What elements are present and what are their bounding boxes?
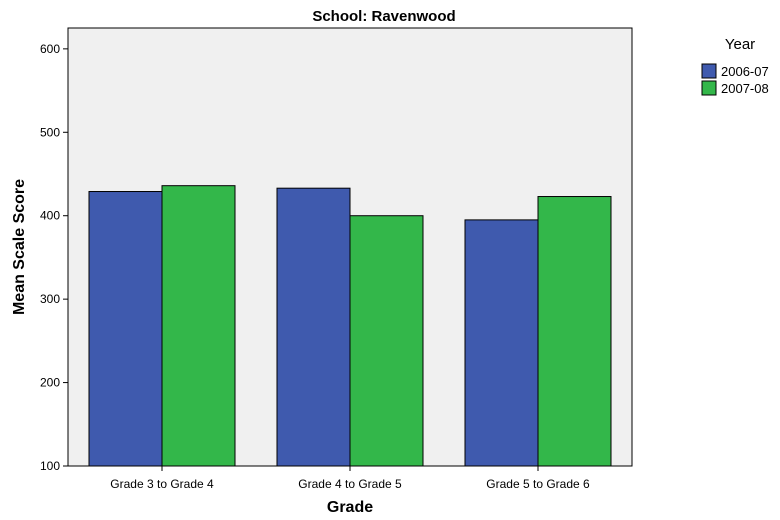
x-axis-title: Grade bbox=[327, 499, 373, 516]
y-tick-label: 500 bbox=[40, 125, 60, 139]
x-axis: Grade 3 to Grade 4 Grade 4 to Grade 5 Grad… bbox=[110, 466, 590, 491]
bars bbox=[88, 185, 612, 467]
x-tick-label: Grade 3 to Grade 4 bbox=[110, 477, 214, 491]
y-tick-label: 400 bbox=[40, 209, 60, 223]
bar-2007-08-2 bbox=[349, 215, 424, 467]
bar-2007-08-3 bbox=[537, 196, 612, 467]
bar-2006-07-1 bbox=[88, 191, 163, 467]
y-tick-label: 100 bbox=[40, 459, 60, 473]
bar-2006-07-3 bbox=[464, 219, 539, 467]
chart-title: School: Ravenwood bbox=[312, 8, 455, 25]
legend-label: 2007-08 bbox=[721, 81, 769, 96]
x-tick-label: Grade 5 to Grade 6 bbox=[486, 477, 590, 491]
legend-swatch bbox=[701, 63, 717, 79]
y-tick-label: 300 bbox=[40, 292, 60, 306]
legend-label: 2006-07 bbox=[721, 64, 769, 79]
bar-2006-07-2 bbox=[276, 187, 351, 467]
bar-2007-08-1 bbox=[161, 185, 236, 467]
legend-swatch bbox=[701, 80, 717, 96]
y-tick-label: 600 bbox=[40, 42, 60, 56]
legend-title: Year bbox=[725, 36, 755, 53]
x-tick-label: Grade 4 to Grade 5 bbox=[298, 477, 402, 491]
legend: Year 2006-07 2007-08 bbox=[701, 36, 769, 96]
y-tick-label: 200 bbox=[40, 376, 60, 390]
y-axis-title: Mean Scale Score bbox=[11, 179, 28, 315]
y-axis: 100 200 300 400 500 600 bbox=[40, 42, 68, 473]
